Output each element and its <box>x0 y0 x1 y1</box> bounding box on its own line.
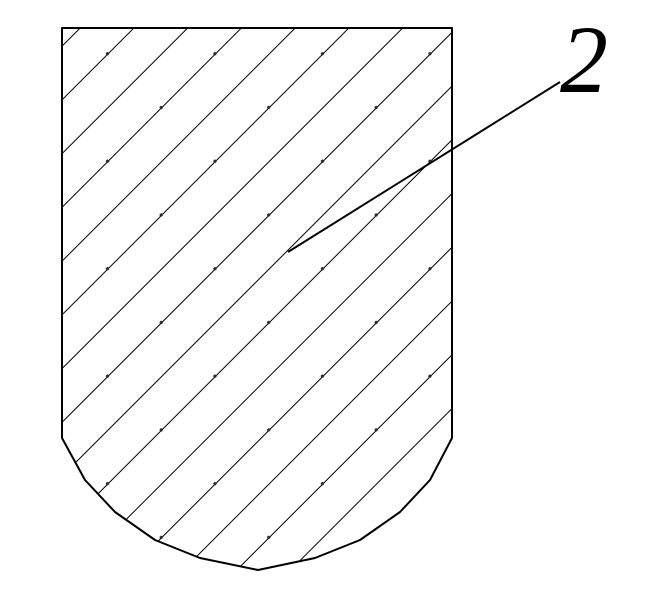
diagram-stage: 2 <box>0 0 666 602</box>
callout-label: 2 <box>560 12 608 108</box>
